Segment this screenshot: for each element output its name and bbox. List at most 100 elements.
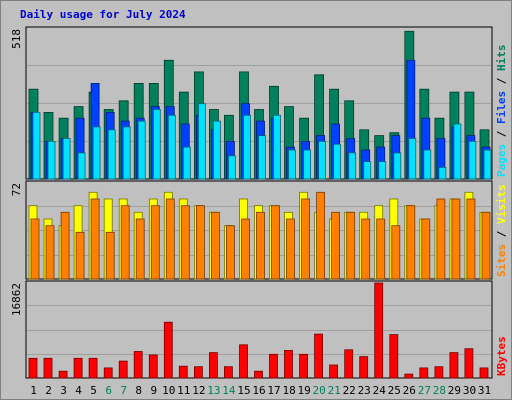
bar-sites-day-2 xyxy=(45,225,55,280)
bar-pages-day-6 xyxy=(107,129,116,180)
legend-visits_sites: Sites / Visits xyxy=(495,184,508,277)
bar-kbytes-day-15 xyxy=(239,344,248,379)
x-tick-label-day-16: 16 xyxy=(252,384,265,397)
bar-kbytes-day-24 xyxy=(374,282,384,379)
bar-kbytes-day-20 xyxy=(314,333,324,379)
legend-hits_files_pages: Pages / Files / Hits xyxy=(495,45,508,178)
x-tick-label-day-19: 19 xyxy=(297,384,310,397)
x-tick-label-day-6: 6 xyxy=(105,384,112,397)
bar-sites-day-13 xyxy=(210,211,220,280)
bar-sites-day-16 xyxy=(256,211,265,280)
bar-pages-day-31 xyxy=(483,149,492,180)
bar-kbytes-day-26 xyxy=(404,373,414,379)
bar-sites-day-21 xyxy=(331,211,341,280)
bar-sites-day-7 xyxy=(120,205,130,280)
ymax-label-visits_sites: 72 xyxy=(10,183,23,196)
bar-kbytes-day-6 xyxy=(103,367,113,379)
bar-pages-day-12 xyxy=(197,103,206,180)
plot-panel-kbytes xyxy=(25,280,493,379)
bar-pages-day-19 xyxy=(303,149,312,180)
bar-sites-day-28 xyxy=(436,198,446,280)
bar-kbytes-day-17 xyxy=(269,353,278,379)
bar-kbytes-day-14 xyxy=(223,366,233,379)
x-tick-label-day-12: 12 xyxy=(192,384,205,397)
x-tick-label-day-28: 28 xyxy=(433,384,446,397)
bar-pages-day-30 xyxy=(468,140,477,180)
bar-sites-day-31 xyxy=(481,211,491,280)
legend-item-files: Files xyxy=(495,91,508,124)
legend-separator: / xyxy=(495,224,508,244)
bar-sites-day-19 xyxy=(301,198,311,280)
bar-sites-day-22 xyxy=(346,211,356,280)
bar-kbytes-day-27 xyxy=(419,367,429,379)
bar-pages-day-22 xyxy=(348,152,357,180)
bar-sites-day-17 xyxy=(271,205,280,280)
x-tick-label-day-4: 4 xyxy=(75,384,82,397)
x-tick-label-day-3: 3 xyxy=(60,384,67,397)
bar-pages-day-29 xyxy=(453,123,462,180)
x-tick-label-day-18: 18 xyxy=(282,384,295,397)
bar-kbytes-day-28 xyxy=(434,366,444,379)
bar-pages-day-26 xyxy=(408,138,417,180)
bar-pages-day-10 xyxy=(167,114,176,180)
x-tick-label-day-27: 27 xyxy=(418,384,431,397)
bar-pages-day-16 xyxy=(258,135,266,180)
bar-sites-day-5 xyxy=(90,198,100,280)
legend-item-visits: Visits xyxy=(495,184,508,224)
bar-pages-day-23 xyxy=(363,161,372,180)
bar-kbytes-day-16 xyxy=(254,370,263,379)
x-tick-label-day-20: 20 xyxy=(312,384,325,397)
bar-sites-day-27 xyxy=(421,218,431,280)
bar-kbytes-day-7 xyxy=(118,360,128,379)
x-tick-label-day-1: 1 xyxy=(30,384,37,397)
ymax-label-hits_files_pages: 518 xyxy=(10,29,23,49)
x-tick-label-day-22: 22 xyxy=(343,384,356,397)
bar-kbytes-day-19 xyxy=(299,353,309,379)
x-tick-label-day-15: 15 xyxy=(237,384,250,397)
bar-sites-day-30 xyxy=(466,198,476,280)
bar-sites-day-11 xyxy=(180,205,190,280)
bar-pages-day-4 xyxy=(77,152,86,180)
legend-item-pages: Pages xyxy=(495,144,508,177)
bar-kbytes-day-29 xyxy=(449,352,459,379)
legend-item-hits: Hits xyxy=(495,45,508,72)
bar-pages-day-20 xyxy=(318,140,327,180)
bar-kbytes-day-13 xyxy=(208,352,218,379)
bar-pages-day-8 xyxy=(137,120,146,180)
bar-sites-day-6 xyxy=(105,231,115,280)
legend-item-kbytes: KBytes xyxy=(495,336,508,376)
bar-sites-day-24 xyxy=(376,218,386,280)
bar-kbytes-day-23 xyxy=(359,356,369,379)
bar-sites-day-8 xyxy=(135,218,145,280)
bar-pages-day-21 xyxy=(333,143,342,180)
bar-sites-day-9 xyxy=(150,205,160,280)
bar-pages-day-13 xyxy=(212,120,221,180)
bar-kbytes-day-22 xyxy=(344,349,354,379)
x-tick-label-day-7: 7 xyxy=(120,384,127,397)
bar-pages-day-28 xyxy=(438,166,447,180)
bar-kbytes-day-10 xyxy=(163,321,173,379)
bar-sites-day-25 xyxy=(391,225,401,280)
bar-sites-day-26 xyxy=(406,205,416,280)
bar-pages-day-15 xyxy=(243,114,251,180)
bar-sites-day-4 xyxy=(75,231,85,280)
bar-sites-day-23 xyxy=(361,218,371,280)
bar-pages-day-2 xyxy=(47,140,56,180)
bar-kbytes-day-18 xyxy=(284,349,293,379)
bar-kbytes-day-21 xyxy=(329,364,339,379)
x-tick-label-day-2: 2 xyxy=(45,384,52,397)
bar-sites-day-10 xyxy=(165,198,175,280)
bar-kbytes-day-8 xyxy=(133,351,143,379)
x-tick-label-day-17: 17 xyxy=(267,384,280,397)
bar-kbytes-day-30 xyxy=(464,348,474,379)
x-tick-label-day-13: 13 xyxy=(207,384,220,397)
x-tick-label-day-30: 30 xyxy=(463,384,476,397)
bar-kbytes-day-4 xyxy=(73,357,83,379)
bar-kbytes-day-5 xyxy=(88,357,98,379)
x-tick-label-day-8: 8 xyxy=(135,384,142,397)
bar-sites-day-29 xyxy=(451,198,461,280)
x-tick-label-day-5: 5 xyxy=(90,384,97,397)
x-tick-label-day-29: 29 xyxy=(448,384,461,397)
